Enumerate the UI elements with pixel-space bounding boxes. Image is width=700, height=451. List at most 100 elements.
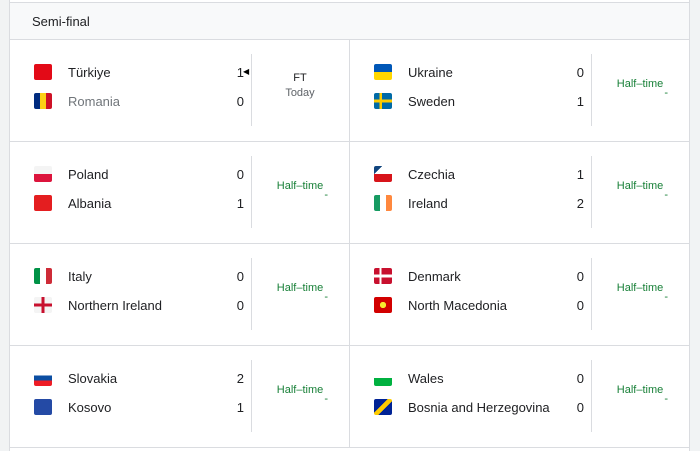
wales-flag-icon: [374, 370, 392, 386]
team-score: 0: [576, 399, 584, 415]
team-score: 1: [576, 166, 584, 182]
status-sub: -: [664, 393, 668, 405]
status-sub: -: [664, 291, 668, 303]
team-name: Bosnia and Herzegovina: [408, 399, 550, 415]
status-sub: -: [664, 189, 668, 201]
team-name: Sweden: [408, 93, 455, 109]
match-cell[interactable]: Italy 0 Northern Ireland 0 Half–time -: [10, 244, 350, 346]
match-status: Half–time -: [255, 384, 345, 405]
status-date: Today: [285, 87, 315, 99]
team-score: 1: [236, 195, 244, 211]
team-name: Denmark: [408, 268, 461, 284]
section-title: Semi-final: [10, 2, 689, 40]
match-status: Half–time -: [595, 180, 685, 201]
team-row: Czechia 1: [374, 164, 584, 184]
team-name: Albania: [68, 195, 112, 211]
divider: [591, 156, 592, 228]
match-cell[interactable]: Slovakia 2 Kosovo 1 Half–time -: [10, 346, 350, 448]
match-cell[interactable]: Poland 0 Albania 1 Half–time -: [10, 142, 350, 244]
winner-arrow-icon: ◀: [243, 67, 250, 76]
team-row: Denmark 0: [374, 266, 584, 286]
team-name: Wales: [408, 370, 444, 386]
team-score: 0: [236, 297, 244, 313]
match-cell[interactable]: Wales 0 Bosnia and Herzegovina 0 Half–tim…: [350, 346, 689, 448]
divider: [251, 54, 252, 126]
match-status: Half–time -: [255, 180, 345, 201]
match-cell[interactable]: Ukraine 0 Sweden 1 Half–time -: [350, 40, 689, 142]
team-row: Slovakia 2: [34, 368, 244, 388]
slovakia-flag-icon: [34, 370, 52, 386]
ireland-flag-icon: [374, 195, 392, 211]
team-row: Türkiye 1: [34, 62, 244, 82]
team-name: Romania: [68, 93, 121, 109]
status-label: Half–time: [276, 282, 324, 294]
team-row: Poland 0: [34, 164, 244, 184]
status-sub: -: [324, 189, 328, 201]
bosnia-flag-icon: [374, 399, 392, 415]
status-sub: -: [324, 393, 328, 405]
team-row: Wales 0: [374, 368, 584, 388]
team-row: Romania 0: [34, 91, 244, 111]
sweden-flag-icon: [374, 93, 392, 109]
divider: [251, 360, 252, 432]
team-row: Bosnia and Herzegovina 0: [374, 397, 584, 417]
team-name: Czechia: [408, 166, 455, 182]
team-name: North Macedonia: [408, 297, 507, 313]
denmark-flag-icon: [374, 268, 392, 284]
team-name: Slovakia: [68, 370, 118, 386]
north-macedonia-flag-icon: [374, 297, 392, 313]
status-label: Half–time: [616, 78, 664, 90]
divider: [591, 258, 592, 330]
team-score: 0: [236, 93, 244, 109]
romania-flag-icon: [34, 93, 52, 109]
team-score: 1: [236, 399, 244, 415]
match-status: Half–time -: [595, 282, 685, 303]
divider: [591, 360, 592, 432]
team-name: Poland: [68, 166, 109, 182]
team-score: 0: [576, 297, 584, 313]
team-score: 1: [236, 64, 244, 80]
team-name: Italy: [68, 268, 92, 284]
status-label: Half–time: [616, 384, 664, 396]
divider: [591, 54, 592, 126]
team-name: Kosovo: [68, 399, 112, 415]
team-name: Ukraine: [408, 64, 453, 80]
team-row: Albania 1: [34, 193, 244, 213]
match-status: Half–time -: [595, 384, 685, 405]
czechia-flag-icon: [374, 166, 392, 182]
team-name: Northern Ireland: [68, 297, 162, 313]
status-sub: -: [664, 87, 668, 99]
results-card: Semi-final Türkiye 1 Romania 0 FT Today ◀ …: [9, 0, 690, 451]
team-score: 2: [236, 370, 244, 386]
divider: [251, 258, 252, 330]
match-grid: Türkiye 1 Romania 0 FT Today ◀ Ukraine 0 S…: [10, 40, 689, 448]
match-status: Half–time -: [255, 282, 345, 303]
team-row: Ukraine 0: [374, 62, 584, 82]
turkey-flag-icon: [34, 64, 52, 80]
team-name: Ireland: [408, 195, 448, 211]
status-label: Half–time: [276, 384, 324, 396]
team-score: 0: [236, 268, 244, 284]
team-name: Türkiye: [68, 64, 111, 80]
match-status: Half–time -: [595, 78, 685, 99]
team-row: Sweden 1: [374, 91, 584, 111]
team-score: 0: [576, 370, 584, 386]
team-score: 0: [236, 166, 244, 182]
match-status: FT Today: [255, 71, 345, 101]
status-label: Half–time: [616, 180, 664, 192]
match-cell[interactable]: Czechia 1 Ireland 2 Half–time -: [350, 142, 689, 244]
match-cell[interactable]: Türkiye 1 Romania 0 FT Today ◀: [10, 40, 350, 142]
italy-flag-icon: [34, 268, 52, 284]
status-sub: -: [324, 291, 328, 303]
divider: [251, 156, 252, 228]
team-row: Ireland 2: [374, 193, 584, 213]
poland-flag-icon: [34, 166, 52, 182]
match-cell[interactable]: Denmark 0 North Macedonia 0 Half–time -: [350, 244, 689, 346]
kosovo-flag-icon: [34, 399, 52, 415]
team-row: Kosovo 1: [34, 397, 244, 417]
team-row: Northern Ireland 0: [34, 295, 244, 315]
northern-ireland-flag-icon: [34, 297, 52, 313]
status-label: Half–time: [276, 180, 324, 192]
team-row: Italy 0: [34, 266, 244, 286]
status-label: Half–time: [616, 282, 664, 294]
